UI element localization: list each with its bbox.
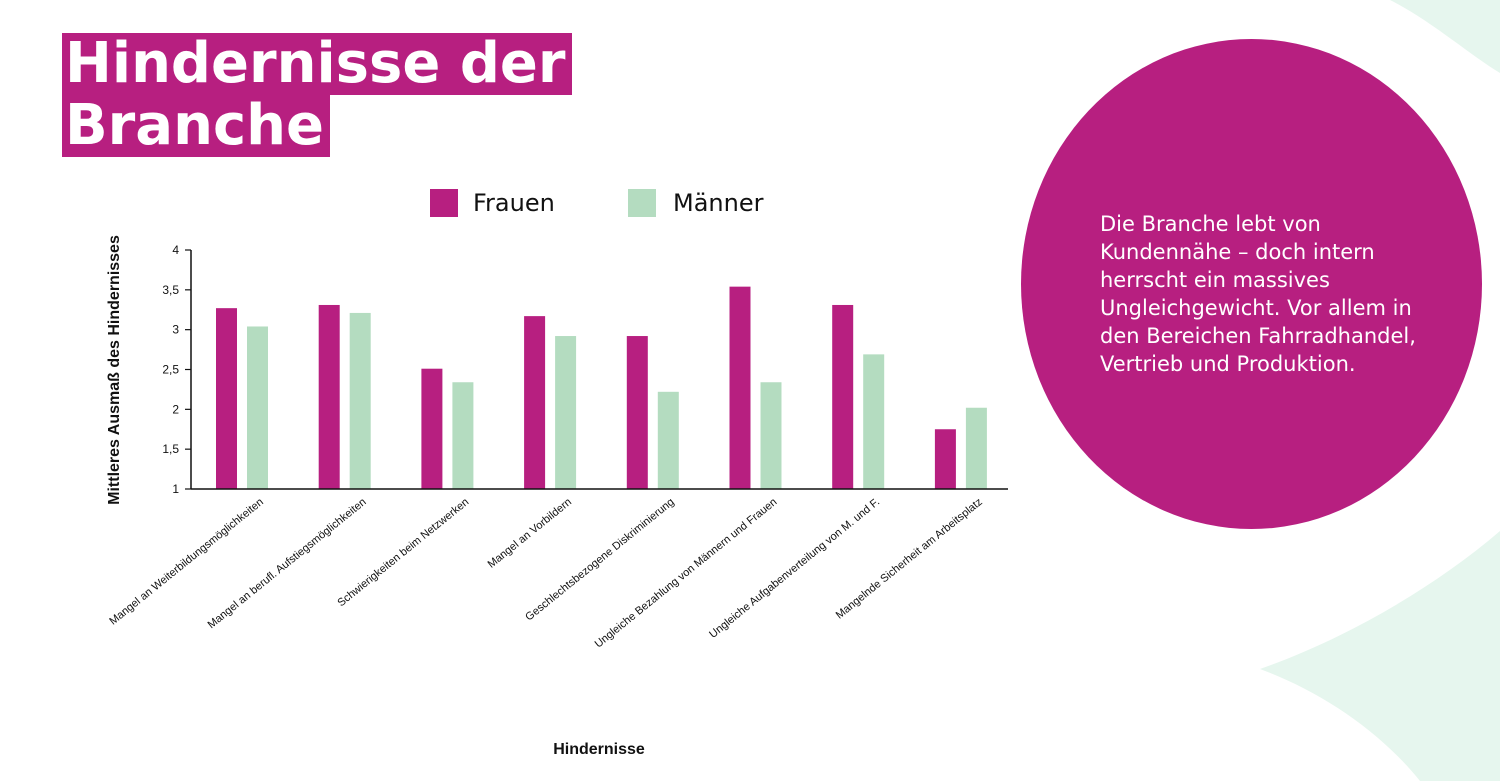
y-tick-label: 1 bbox=[172, 482, 179, 496]
bar-maenner-5 bbox=[657, 391, 679, 489]
info-circle-text: Die Branche lebt von Kundennähe – doch i… bbox=[1100, 212, 1416, 376]
legend-label: Männer bbox=[673, 189, 764, 217]
bar-maenner-6 bbox=[760, 382, 782, 489]
bar-maenner-1 bbox=[247, 326, 268, 489]
bar-frauen-1 bbox=[216, 308, 237, 489]
bar-maenner-4 bbox=[555, 336, 577, 489]
y-axis: 1 1,5 2 2,5 3 3,5 4 bbox=[162, 243, 192, 496]
legend-swatch bbox=[430, 189, 458, 217]
x-tick-label: Mangel an Vorbildern bbox=[486, 496, 574, 571]
decor-shape-bottom-right bbox=[1260, 531, 1500, 781]
page-title-line-2: Branche bbox=[62, 95, 330, 157]
bar-frauen-2 bbox=[318, 304, 340, 489]
y-tick-label: 3,5 bbox=[162, 283, 179, 297]
bar-maenner-2 bbox=[349, 312, 371, 489]
y-tick-label: 2,5 bbox=[162, 363, 179, 377]
x-tick-label: Ungleiche Aufgabenverteilung von M. und … bbox=[707, 496, 882, 641]
y-axis-title: Mittleres Ausmaß des Hindernisses bbox=[106, 235, 123, 505]
x-tick-label: Mangel an berufl. Aufstiegsmöglichkeiten bbox=[206, 496, 369, 631]
bar-frauen-3 bbox=[421, 368, 443, 489]
bar-frauen-6 bbox=[729, 286, 751, 489]
bar-frauen-4 bbox=[524, 316, 546, 489]
bar-maenner-7 bbox=[863, 354, 885, 489]
bar-frauen-5 bbox=[626, 336, 648, 489]
x-tick-label: Ungleiche Bezahlung von Männern und Frau… bbox=[593, 496, 780, 650]
bar-chart: Frauen Männer 1 1,5 2 2,5 3 3,5 4 Mangel an Wei… bbox=[106, 189, 1008, 758]
page-title-line-1: Hindernisse der bbox=[62, 33, 572, 95]
bar-maenner-3 bbox=[452, 382, 474, 489]
legend-swatch bbox=[628, 189, 656, 217]
y-tick-label: 3 bbox=[172, 323, 179, 337]
chart-bars bbox=[216, 286, 987, 489]
bar-maenner-8 bbox=[965, 407, 987, 489]
page-title: Hindernisse der Branche bbox=[62, 33, 572, 157]
x-axis-title: Hindernisse bbox=[553, 741, 645, 758]
legend-label: Frauen bbox=[473, 189, 555, 217]
chart-legend: Frauen Männer bbox=[430, 189, 764, 217]
bar-frauen-7 bbox=[832, 304, 854, 489]
y-tick-label: 4 bbox=[172, 243, 179, 257]
y-tick-label: 1,5 bbox=[162, 442, 179, 456]
x-tick-label: Mangel an Weiterbildungsmöglichkeiten bbox=[107, 496, 266, 628]
x-axis: Mangel an WeiterbildungsmöglichkeitenMan… bbox=[107, 488, 1008, 650]
bar-frauen-8 bbox=[934, 429, 956, 489]
decor-shape-top-right bbox=[1390, 0, 1500, 73]
info-circle bbox=[1021, 39, 1482, 529]
y-tick-label: 2 bbox=[172, 402, 179, 416]
